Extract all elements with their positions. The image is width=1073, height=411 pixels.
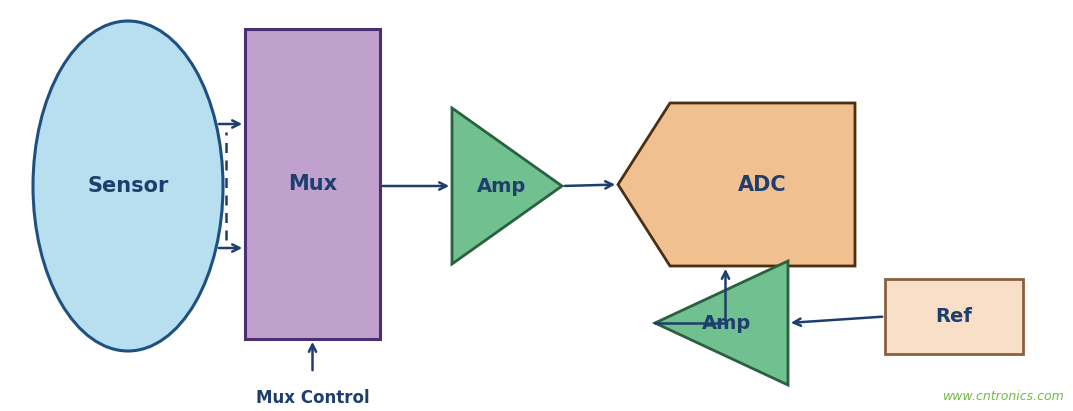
- Text: Sensor: Sensor: [87, 176, 168, 196]
- Text: ADC: ADC: [738, 175, 787, 194]
- Text: Amp: Amp: [477, 176, 527, 196]
- Text: Ref: Ref: [936, 307, 972, 326]
- Text: www.cntronics.com: www.cntronics.com: [943, 390, 1065, 403]
- Polygon shape: [655, 261, 788, 385]
- Text: Mux Control: Mux Control: [255, 389, 369, 407]
- Bar: [245, 29, 380, 339]
- Polygon shape: [452, 108, 562, 264]
- Bar: [885, 279, 1023, 354]
- Text: Amp: Amp: [702, 314, 751, 332]
- Ellipse shape: [33, 21, 223, 351]
- Polygon shape: [618, 103, 855, 266]
- Text: Mux: Mux: [288, 174, 337, 194]
